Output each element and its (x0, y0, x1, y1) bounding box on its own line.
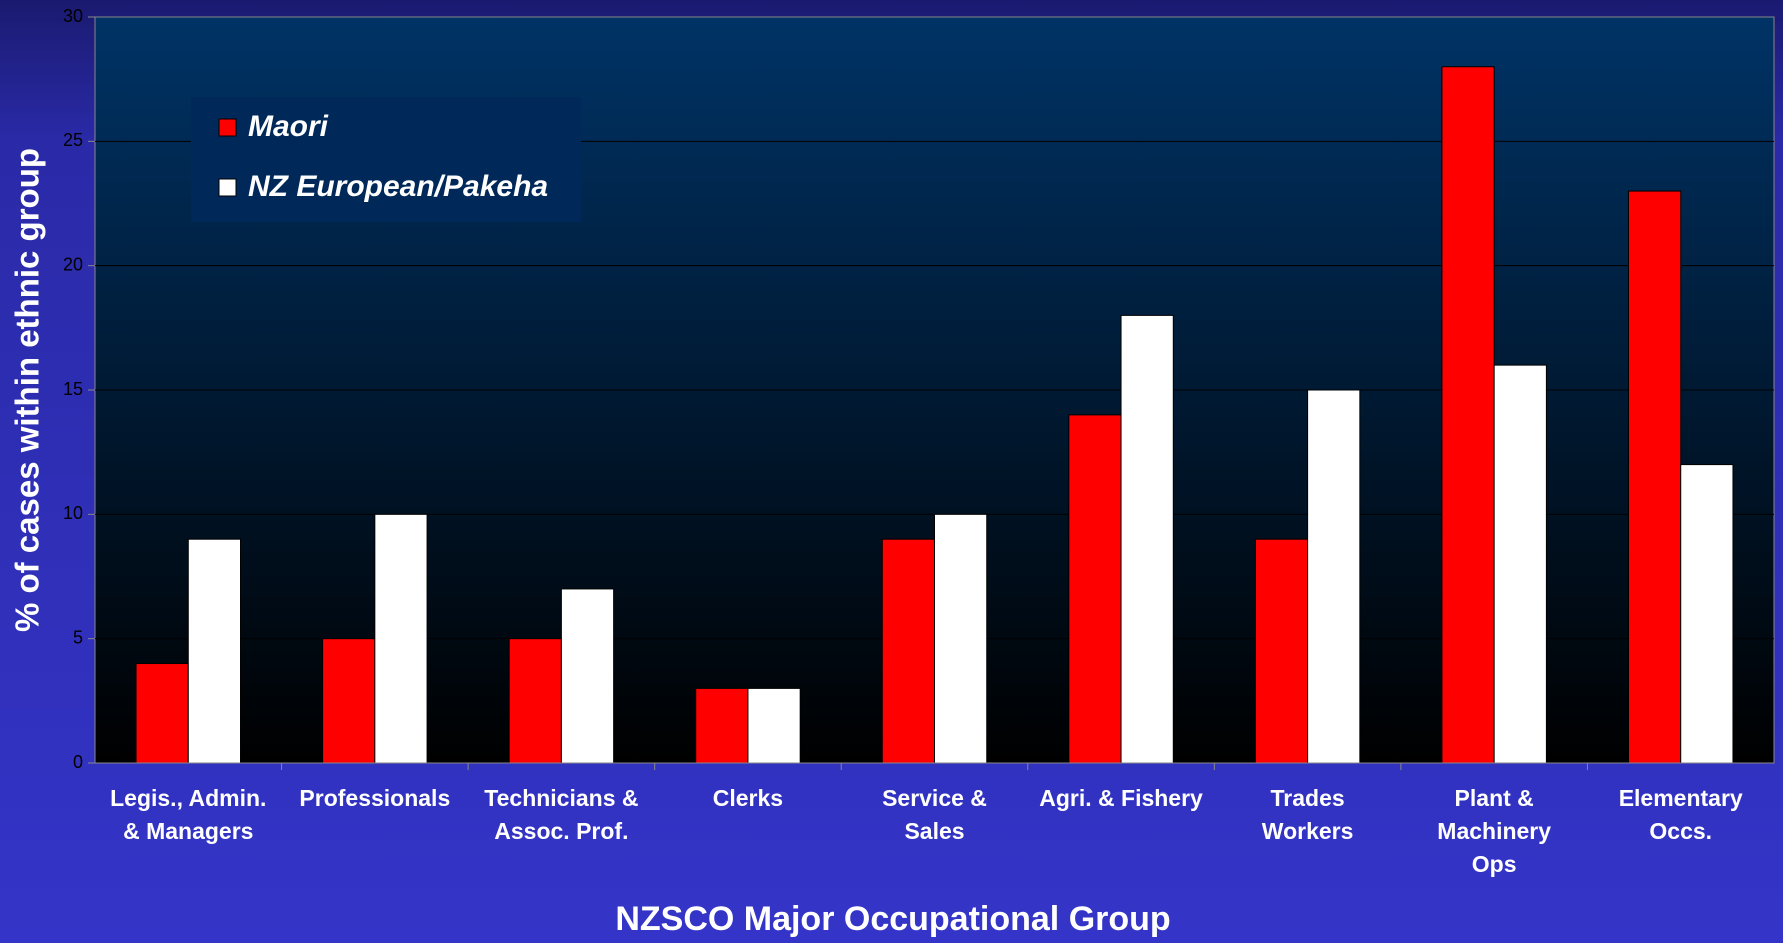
bar (322, 638, 376, 764)
y-tick-label: 30 (63, 6, 83, 26)
y-tick-label: 10 (63, 503, 83, 523)
bar (1254, 538, 1309, 764)
x-tick-label: Clerks (713, 785, 783, 811)
bar (1627, 190, 1682, 764)
bar (881, 538, 936, 764)
y-axis-title: % of cases within ethnic group (9, 148, 46, 632)
bar (695, 687, 749, 764)
legend-box (191, 97, 581, 222)
x-tick-label: Trades Workers (1262, 785, 1354, 844)
legend-label: Maori (248, 110, 329, 143)
bar (1307, 389, 1361, 764)
bar (135, 663, 189, 764)
x-tick-label: Service & Sales (882, 785, 987, 844)
y-tick-label: 20 (63, 254, 83, 274)
y-tick-label: 25 (63, 130, 83, 150)
x-tick-label: Legis., Admin. & Managers (110, 785, 266, 844)
legend-label: NZ European/Pakeha (248, 170, 548, 203)
bar (187, 538, 242, 764)
bar (1441, 66, 1495, 764)
x-tick-label: Elementary Occs. (1619, 785, 1743, 844)
x-tick-label: Agri. & Fishery (1039, 785, 1203, 811)
y-tick-label: 15 (63, 379, 83, 399)
bar (934, 513, 988, 764)
bar (1068, 414, 1122, 764)
y-tick-label: 5 (73, 627, 83, 647)
bar (560, 588, 615, 764)
legend-swatch (218, 178, 237, 197)
y-tick-label: 0 (73, 752, 83, 772)
bar (508, 638, 562, 764)
bar (747, 687, 801, 764)
x-tick-label: Plant & Machinery Ops (1437, 785, 1551, 877)
x-tick-label: Professionals (299, 785, 450, 811)
bar (1680, 464, 1734, 764)
bar (1493, 364, 1547, 764)
x-axis-title: NZSCO Major Occupational Group (615, 900, 1170, 938)
bar (1120, 314, 1174, 764)
bar (374, 513, 428, 764)
x-tick-label: Technicians & Assoc. Prof. (484, 785, 638, 844)
legend-swatch (218, 118, 237, 137)
